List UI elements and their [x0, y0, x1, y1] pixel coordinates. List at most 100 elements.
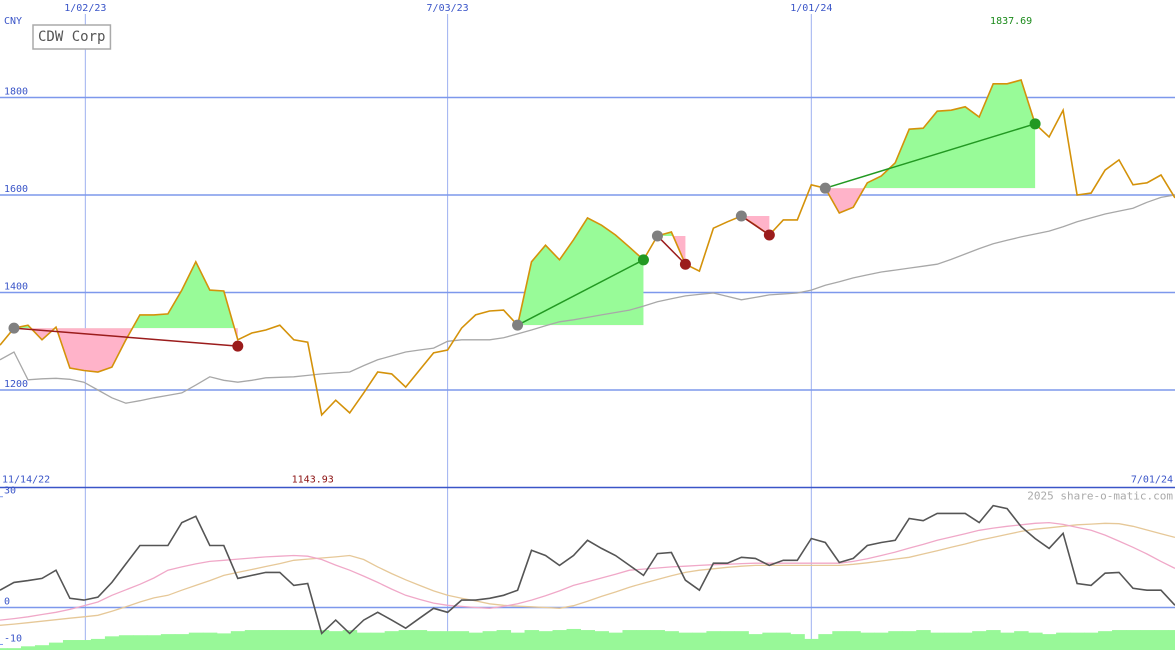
- start-date-label: 11/14/22: [2, 475, 50, 486]
- bar: [174, 634, 190, 650]
- bar: [762, 632, 777, 650]
- exit-marker: [763, 229, 775, 241]
- bar: [566, 628, 582, 650]
- bar: [118, 635, 134, 650]
- entry-marker: [8, 322, 20, 334]
- bar: [20, 646, 36, 650]
- series-line: [0, 521, 1175, 621]
- bar: [1014, 631, 1029, 650]
- bar: [1056, 632, 1071, 650]
- series-line: [0, 79, 1175, 417]
- bar: [580, 630, 595, 650]
- signal-fill: [517, 217, 644, 326]
- entry-marker: [651, 230, 663, 242]
- series-line: [0, 522, 1175, 626]
- entry-marker: [735, 210, 747, 222]
- bar: [860, 632, 875, 650]
- bar: [454, 631, 470, 650]
- y-tick-label: 1800: [4, 87, 28, 98]
- bar: [398, 630, 414, 650]
- y-tick-label: 1400: [4, 282, 28, 293]
- title-box: [32, 24, 112, 50]
- bar: [790, 634, 805, 650]
- bar: [902, 631, 917, 650]
- min-value-label: 1143.93: [292, 475, 334, 486]
- bar: [594, 631, 609, 650]
- bar: [230, 631, 246, 650]
- bar: [538, 631, 554, 650]
- signal-line: [517, 259, 644, 326]
- bar: [692, 632, 707, 650]
- y-tick-label: -10: [4, 633, 22, 644]
- bar: [6, 648, 22, 650]
- bar: [314, 630, 330, 650]
- bar: [916, 630, 931, 650]
- signal-fill: [741, 215, 770, 235]
- plot: 1/02/23 7/03/23 1/01/24 1200 1400 1600 1800 CNY…: [0, 3, 1175, 650]
- bar: [62, 640, 78, 650]
- bar: [650, 630, 665, 650]
- bar: [986, 630, 1001, 650]
- bar: [1000, 632, 1015, 650]
- exit-marker: [232, 340, 244, 352]
- watermark: 2025 share-o-matic.com: [1027, 490, 1173, 503]
- y-axis-label: CNY: [4, 16, 22, 27]
- signal-fill: [657, 235, 686, 265]
- x-tick-label: 1/01/24: [790, 3, 832, 14]
- bar: [496, 630, 512, 650]
- bar: [1126, 630, 1141, 650]
- series-line: [0, 504, 1175, 635]
- bar: [524, 630, 540, 650]
- bar: [1070, 632, 1085, 650]
- bar: [300, 630, 316, 650]
- exit-marker: [1029, 118, 1041, 130]
- bar: [552, 630, 568, 650]
- bar: [944, 632, 959, 650]
- signal-fill: [30, 328, 238, 372]
- bar: [1112, 630, 1127, 650]
- bar: [286, 630, 302, 650]
- bar: [874, 632, 889, 650]
- y-tick-label: 30: [4, 486, 16, 497]
- bar: [888, 631, 903, 650]
- bar: [636, 630, 651, 650]
- bar: [1154, 630, 1169, 650]
- bar: [832, 631, 847, 650]
- bar: [608, 632, 623, 650]
- bar: [706, 631, 721, 650]
- end-date-label: 7/01/24: [1131, 475, 1173, 486]
- bar: [734, 631, 749, 650]
- signal-line: [13, 327, 238, 347]
- signal-fill: [825, 79, 1036, 189]
- bar: [48, 642, 64, 650]
- exit-marker: [679, 258, 691, 270]
- bar: [482, 631, 498, 650]
- bar: [76, 640, 92, 650]
- signal-line: [740, 215, 770, 236]
- max-value-label: 1837.69: [990, 16, 1032, 27]
- bar: [244, 630, 260, 650]
- y-tick-label: 0: [4, 597, 10, 608]
- bar: [930, 632, 945, 650]
- chart-title: CDW Corp: [38, 29, 105, 45]
- bar: [104, 636, 120, 650]
- x-tick-label: 1/02/23: [64, 3, 106, 14]
- bar: [188, 632, 204, 650]
- bar: [426, 631, 442, 650]
- bar: [1168, 630, 1175, 650]
- bar: [664, 631, 679, 650]
- bar: [160, 634, 176, 650]
- bar: [356, 632, 372, 650]
- bar: [258, 630, 274, 650]
- bar: [272, 630, 288, 650]
- bar: [818, 634, 833, 650]
- bar: [216, 633, 232, 650]
- y-tick-label: 1600: [4, 184, 28, 195]
- bar: [342, 630, 358, 650]
- bar: [776, 632, 791, 650]
- bar: [720, 631, 735, 650]
- bar: [622, 630, 637, 650]
- x-tick-label: 7/03/23: [427, 3, 469, 14]
- bar: [0, 648, 8, 650]
